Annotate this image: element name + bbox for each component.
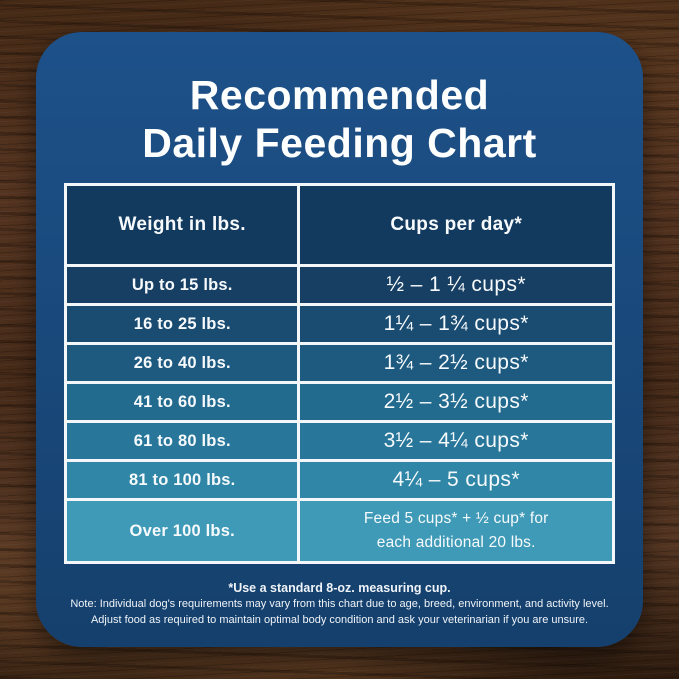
cups-cell: 1¼ – 1¾ cups* [297,303,615,346]
weight-cell: 81 to 100 lbs. [63,459,301,502]
title-line-1: Recommended [189,72,490,118]
feeding-table-body: Up to 15 lbs. ½ – 1 ¼ cups* 16 to 25 lbs. 1… [63,264,615,565]
weight-column-header: Weight in lbs. [63,183,301,268]
title-line-2: Daily Feeding Chart [142,119,537,166]
weight-cell: 16 to 25 lbs. [63,303,301,346]
cups-column-header: Cups per day* [297,183,615,268]
footnote: *Use a standard 8-oz. measuring cup. Not… [36,579,643,629]
table-row: 16 to 25 lbs. 1¼ – 1¾ cups* [63,303,615,346]
feeding-table: Weight in lbs. Cups per day* Up to 15 lb… [63,183,615,565]
table-header-row: Weight in lbs. Cups per day* [63,183,615,268]
cups-cell: 3½ – 4¼ cups* [297,420,615,463]
cups-cell: 4¼ – 5 cups* [297,459,615,502]
table-row: 26 to 40 lbs. 1¾ – 2½ cups* [63,342,615,385]
table-row: Up to 15 lbs. ½ – 1 ¼ cups* [63,264,615,307]
cups-cell: ½ – 1 ¼ cups* [297,264,615,307]
disclaimer-line-1: Note: Individual dog's requirements may … [70,598,609,611]
weight-cell: 41 to 60 lbs. [63,381,301,424]
weight-cell: 26 to 40 lbs. [63,342,301,385]
weight-cell: 61 to 80 lbs. [63,420,301,463]
feeding-chart-card: Recommended Daily Feeding Chart Weight i… [36,32,643,647]
table-row: Over 100 lbs. Feed 5 cups* + ½ cup* for e… [63,498,615,565]
disclaimer-line-2: Adjust food as required to maintain opti… [90,614,589,627]
weight-cell: Up to 15 lbs. [63,264,301,307]
table-row: 81 to 100 lbs. 4¼ – 5 cups* [63,459,615,502]
measuring-cup-note: *Use a standard 8-oz. measuring cup. [228,581,451,596]
table-row: 41 to 60 lbs. 2½ – 3½ cups* [63,381,615,424]
weight-cell: Over 100 lbs. [63,498,301,565]
cups-cell: 1¾ – 2½ cups* [297,342,615,385]
table-row: 61 to 80 lbs. 3½ – 4¼ cups* [63,420,615,463]
cups-cell: 2½ – 3½ cups* [297,381,615,424]
page-title: Recommended Daily Feeding Chart [36,72,643,167]
cups-cell: Feed 5 cups* + ½ cup* for each additiona… [297,498,615,565]
